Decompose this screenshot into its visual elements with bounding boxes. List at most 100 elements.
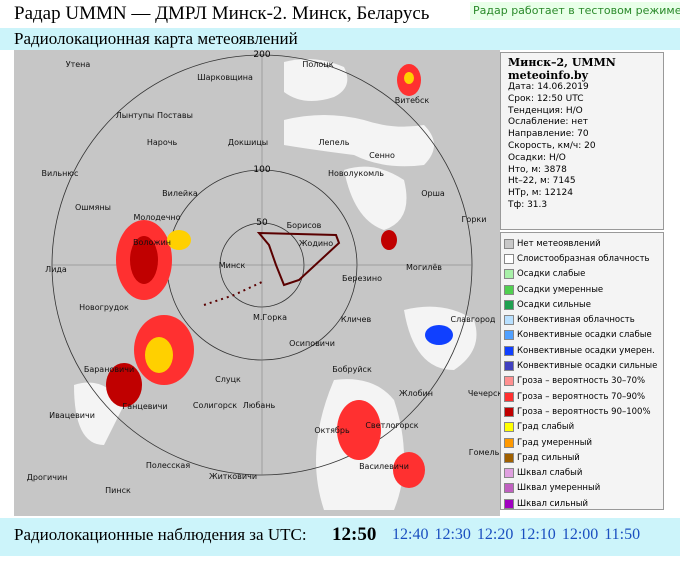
ring-label: 50 xyxy=(256,218,268,228)
city-label: Орша xyxy=(421,189,445,198)
legend-label: Гроза – вероятность 90–100% xyxy=(517,406,651,417)
city-label: Жодино xyxy=(299,239,333,248)
subtitle-bar xyxy=(0,28,680,50)
city-label: Пинск xyxy=(105,486,131,495)
city-label: Жлобин xyxy=(399,389,433,398)
legend-swatch xyxy=(504,468,514,479)
city-label: Витебск xyxy=(395,96,430,105)
city-label: Октябрь xyxy=(314,426,350,435)
city-label: Ганцевичи xyxy=(122,402,167,411)
info-line: Срок: 12:50 UTC xyxy=(508,93,584,104)
city-label: Лепель xyxy=(319,138,350,147)
legend-swatch xyxy=(504,422,514,433)
city-label: Шарковщина xyxy=(197,73,253,82)
legend-swatch xyxy=(504,284,514,295)
city-label: Полесская xyxy=(146,461,190,470)
city-label: Борисов xyxy=(287,221,322,230)
info-line: Ослабление: нет xyxy=(508,117,588,128)
legend-label: Гроза – вероятность 30–70% xyxy=(517,376,646,387)
city-label: Воложин xyxy=(133,238,171,247)
city-label: Славгород xyxy=(451,315,496,324)
legend-swatch xyxy=(504,437,514,448)
city-label: Гомель xyxy=(469,448,500,457)
ring-label: 200 xyxy=(253,50,270,60)
legend-label: Шквал слабый xyxy=(517,468,583,479)
radar-map: 50 100 200 Утена Шарковщина Полоцк Лынтупы Пост… xyxy=(14,50,500,516)
legend-swatch xyxy=(504,238,514,249)
legend-label: Конвективные осадки сильные xyxy=(517,361,658,372)
city-label: Вильнюс xyxy=(42,169,79,178)
info-line: Дата: 14.06.2019 xyxy=(508,82,589,92)
city-label: Дрогичин xyxy=(27,473,68,482)
subtitle: Радиолокационная карта метеоявлений xyxy=(14,29,298,48)
city-label: Светлогорск xyxy=(365,421,418,430)
info-line: Hто, м: 3878 xyxy=(508,164,567,175)
legend-swatch xyxy=(504,483,514,494)
city-label: Могилёв xyxy=(406,263,442,272)
city-label: Василевичи xyxy=(359,462,409,471)
info-line: Тенденция: Н/О xyxy=(508,105,583,116)
info-line: Ht–22, м: 7145 xyxy=(508,176,576,187)
city-label: Молодечно xyxy=(133,213,180,222)
notice: Радар работает в тестовом режиме по xyxy=(470,2,680,20)
legend-item: Конвективные осадки умерен. xyxy=(504,343,663,358)
legend-swatch xyxy=(504,361,514,372)
legend-label: Конвективные осадки слабые xyxy=(517,330,652,341)
time-link[interactable]: 12:40 xyxy=(392,526,429,543)
legend-label: Нет метеоявлений xyxy=(517,238,601,249)
time-link[interactable]: 12:10 xyxy=(519,526,556,543)
legend-label: Слоистообразная облачность xyxy=(517,253,650,264)
time-link[interactable]: 11:50 xyxy=(604,526,641,543)
legend-item: Град умеренный xyxy=(504,435,663,450)
legend-swatch xyxy=(504,452,514,463)
city-label: Чечерск xyxy=(468,389,500,398)
legend-swatch xyxy=(504,498,514,509)
legend-label: Град умеренный xyxy=(517,437,593,448)
legend-label: Осадки умеренные xyxy=(517,284,604,295)
city-label: Горки xyxy=(462,215,487,224)
info-line: Минск–2, UMMN xyxy=(508,56,616,69)
city-label: Ошмяны xyxy=(75,203,111,212)
title: Радар UMMN — ДМРЛ Минск-2. Минск, Белару… xyxy=(14,3,430,24)
info-line: Направление: 70 xyxy=(508,129,589,140)
legend-item: Гроза – вероятность 30–70% xyxy=(504,374,663,389)
time-link[interactable]: 12:20 xyxy=(476,526,514,543)
city-label: Осиповичи xyxy=(289,339,335,348)
city-label: Новолукомль xyxy=(328,169,384,178)
info-line: Скорость, км/ч: 20 xyxy=(508,140,596,151)
time-link[interactable]: 12:00 xyxy=(561,526,599,543)
city-label: Лынтупы xyxy=(116,111,155,120)
city-label: Полоцк xyxy=(302,60,333,69)
city-label: Докшицы xyxy=(228,138,268,147)
legend-item: Шквал слабый xyxy=(504,465,663,480)
legend-item: Град слабый xyxy=(504,420,663,435)
city-label: Новогрудок xyxy=(79,303,129,312)
legend-swatch xyxy=(504,315,514,326)
legend-item: Конвективные осадки сильные xyxy=(504,358,663,373)
legend-swatch xyxy=(504,376,514,387)
legend-swatch xyxy=(504,253,514,264)
city-label: Ивацевичи xyxy=(49,411,95,420)
legend-item: Осадки сильные xyxy=(504,297,663,312)
legend-item: Гроза – вероятность 90–100% xyxy=(504,404,663,419)
legend-item: Конвективные осадки слабые xyxy=(504,328,663,343)
time-links: 12:40 12:30 12:20 12:10 12:00 11:50 xyxy=(392,518,646,552)
city-label: Нарочь xyxy=(147,138,178,147)
legend-label: Град сильный xyxy=(517,452,580,463)
info-panel: Минск–2, UMMN meteoinfo.by Дата: 14.06.201… xyxy=(500,52,664,230)
city-label: Сенно xyxy=(369,151,395,160)
legend-label: Конвективные осадки умерен. xyxy=(517,345,655,356)
legend-item: Слоистообразная облачность xyxy=(504,251,663,266)
city-label: Утена xyxy=(66,60,91,69)
legend-item: Осадки слабые xyxy=(504,267,663,282)
info-line: Осадки: Н/О xyxy=(508,152,566,163)
legend-item: Град сильный xyxy=(504,450,663,465)
time-link[interactable]: 12:30 xyxy=(434,526,471,543)
legend-swatch xyxy=(504,269,514,280)
city-label: Кличев xyxy=(341,315,372,324)
city-label: Вилейка xyxy=(162,189,198,198)
legend-item: Шквал сильный xyxy=(504,496,663,511)
city-label: Лида xyxy=(45,265,67,274)
legend-label: Шквал сильный xyxy=(517,498,589,509)
time-bar: Радиолокационные наблюдения за UTC: 12:5… xyxy=(0,518,680,556)
